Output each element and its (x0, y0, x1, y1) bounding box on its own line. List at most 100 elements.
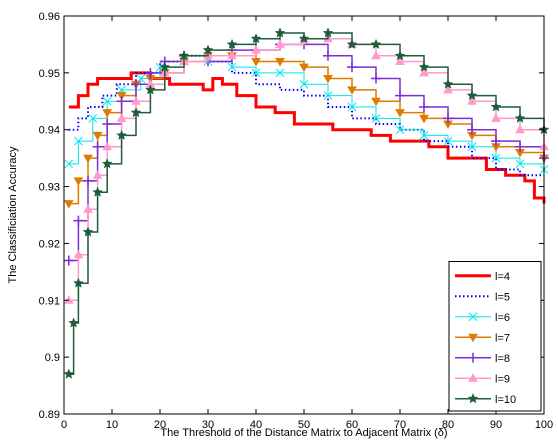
data-point (347, 86, 357, 95)
legend-item: l=5 (455, 291, 510, 303)
x-tick-label: 0 (61, 419, 67, 431)
data-point (92, 141, 103, 152)
data-point (491, 153, 501, 163)
x-tick-label: 100 (535, 419, 553, 431)
y-tick-label: 0.92 (39, 238, 60, 250)
legend-marker (468, 333, 478, 343)
y-axis-title: The Classificiation Accuracy (7, 146, 19, 283)
data-point (145, 67, 156, 78)
series-l=10 (63, 27, 550, 379)
data-point (443, 136, 453, 146)
data-point (74, 136, 83, 146)
data-point (83, 175, 93, 186)
y-tick-label: 0.93 (39, 182, 60, 194)
data-point (92, 186, 103, 197)
legend-label: l=4 (495, 271, 510, 283)
data-point (395, 90, 405, 101)
y-tick-label: 0.95 (39, 68, 60, 80)
data-point (92, 131, 103, 141)
data-point (346, 38, 358, 50)
data-point (419, 131, 429, 140)
data-point (322, 27, 334, 38)
data-point (418, 61, 430, 72)
legend-marker (468, 373, 478, 382)
data-point (419, 114, 429, 124)
data-point (370, 38, 382, 50)
data-point (202, 44, 214, 55)
legend-label: l=8 (495, 353, 510, 365)
y-tick-label: 0.9 (45, 352, 60, 364)
x-tick-label: 20 (154, 419, 166, 431)
x-tick-label: 10 (106, 419, 118, 431)
data-point (299, 63, 309, 73)
data-point (145, 84, 156, 95)
data-point (102, 109, 113, 118)
x-tick-label: 40 (250, 419, 262, 431)
data-point (515, 124, 525, 134)
legend-item: l=8 (455, 352, 510, 365)
data-point (63, 200, 74, 209)
x-axis: 0 10 20 30 40 50 60 70 80 90 100 (61, 16, 553, 431)
data-point (467, 124, 477, 135)
data-point (395, 125, 405, 135)
data-point (371, 97, 381, 107)
data-point (275, 57, 285, 67)
data-point (82, 226, 94, 237)
data-point (443, 84, 453, 94)
data-point (371, 50, 381, 60)
data-point (73, 177, 84, 186)
legend-marker (467, 393, 479, 404)
data-point (419, 67, 429, 77)
data-point (116, 96, 127, 107)
x-tick-label: 80 (442, 419, 454, 431)
data-point (323, 75, 333, 84)
data-point (395, 56, 405, 65)
data-point (116, 92, 127, 101)
data-point (130, 106, 142, 118)
data-point (83, 154, 93, 164)
legend-label: l=6 (495, 312, 510, 324)
data-point (442, 78, 454, 89)
legend-item: l=6 (455, 312, 510, 324)
data-point (275, 39, 285, 48)
series-l=5 (68, 54, 544, 177)
data-point (275, 68, 285, 78)
data-point (490, 101, 502, 112)
data-point (347, 62, 357, 73)
data-point (101, 158, 113, 169)
data-point (514, 112, 526, 123)
data-point (251, 57, 261, 67)
legend: l=4 l=5 l=6 l=7 l=8 l=9 l=10 (448, 261, 542, 412)
data-point (467, 142, 477, 152)
legend-label: l=10 (495, 394, 516, 406)
data-point (371, 113, 381, 123)
legend-label: l=9 (495, 373, 510, 385)
data-point (323, 50, 333, 61)
data-point (63, 368, 75, 379)
y-tick-label: 0.96 (39, 11, 60, 23)
x-tick-label: 70 (394, 419, 406, 431)
series-l=4 (68, 71, 546, 204)
data-point (102, 96, 112, 106)
legend-item: l=10 (455, 393, 516, 406)
y-axis: 0.89 0.9 0.91 0.92 0.93 0.94 0.95 0.96 (39, 11, 544, 421)
x-axis-title: The Threshold of the Distance Matrix to … (160, 427, 447, 439)
data-point (251, 45, 261, 54)
data-point (395, 109, 405, 118)
data-point (64, 159, 74, 169)
y-tick-label: 0.91 (39, 295, 60, 307)
data-point (491, 113, 501, 122)
data-point (274, 27, 286, 38)
data-point (491, 136, 501, 147)
data-point (467, 96, 477, 105)
legend-marker (468, 352, 478, 363)
data-point (227, 62, 237, 72)
y-tick-label: 0.89 (39, 409, 60, 421)
data-point (92, 170, 103, 179)
data-point (68, 317, 79, 328)
data-point (323, 91, 333, 100)
data-point (515, 159, 525, 169)
legend-marker (468, 312, 478, 322)
data-point (73, 277, 84, 288)
